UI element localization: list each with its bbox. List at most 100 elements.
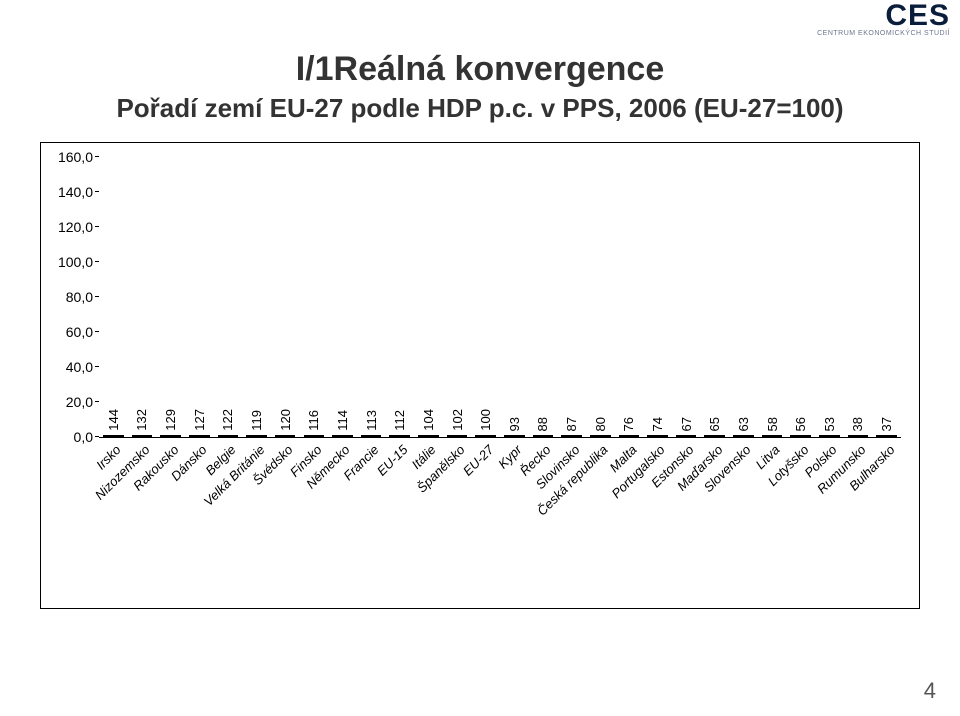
plot-area: 144 132 129 127 122 119 120 116 114 113 112 104 102 1… [99,157,901,438]
bar-slot: 93 [500,417,529,437]
bar-slot: 63 [729,417,758,437]
bar-rect [275,435,296,437]
y-axis-tick [95,366,99,367]
bar-value-label: 37 [879,417,894,431]
bar-value-label: 53 [822,417,837,431]
chart-panel: 144 132 129 127 122 119 120 116 114 113 112 104 102 1… [40,142,920,609]
logo-subtitle: CENTRUM EKONOMICKÝCH STUDIÍ [770,30,950,37]
bar-value-label: 119 [249,410,264,431]
bar-rect [533,435,554,437]
bar-value-label: 93 [507,417,522,431]
bar-value-label: 38 [850,417,865,431]
ces-logo: CES CENTRUM EKONOMICKÝCH STUDIÍ [770,2,950,37]
bar-rect [619,435,640,437]
bar-value-label: 100 [478,409,493,431]
bar-rect [332,435,353,437]
y-axis-label: 40,0 [66,359,93,375]
bar-rect [819,435,840,437]
bar-rect [361,435,382,437]
bar-rect [676,435,697,437]
y-axis-tick [95,261,99,262]
bar-slot: 87 [557,417,586,437]
y-axis-label: 120,0 [58,219,93,235]
category-labels: IrskoNizozemskoRakouskoDánskoBelgieVelká… [99,438,901,598]
y-axis-tick [95,226,99,227]
bar-rect [504,435,525,437]
bars-container: 144 132 129 127 122 119 120 116 114 113 112 104 102 1… [99,157,901,437]
bar-value-label: 63 [736,417,751,431]
bar-rect [218,435,239,437]
bar-rect [132,435,153,437]
y-axis-tick [95,331,99,332]
bar-value-label: 132 [134,409,149,431]
bar-rect [733,435,754,437]
bar-slot: 80 [586,417,615,437]
bar-slot: 37 [872,417,901,437]
y-axis-label: 20,0 [66,394,93,410]
y-axis-tick [95,191,99,192]
bar-value-label: 122 [220,409,235,431]
bar-slot: 100 [471,409,500,437]
bar-rect [647,435,668,437]
bar-rect [304,435,325,437]
bar-rect [561,435,582,437]
bar-value-label: 120 [278,409,293,431]
bar-slot: 88 [529,417,558,437]
bar-rect [103,435,124,437]
y-axis-tick [95,401,99,402]
title-block: I/1Reálná konvergence Pořadí zemí EU-27 … [0,50,960,124]
y-axis-tick [95,296,99,297]
bar-value-label: 127 [192,409,207,431]
bar-slot: 144 [99,409,128,437]
bar-value-label: 129 [163,409,178,431]
bar-slot: 104 [414,409,443,437]
bar-slot: 112 [385,410,414,437]
bar-value-label: 76 [621,417,636,431]
bar-slot: 129 [156,409,185,437]
y-axis-label: 0,0 [74,429,93,445]
bar-value-label: 80 [593,417,608,431]
bar-value-label: 104 [421,409,436,431]
y-axis-tick [95,436,99,437]
y-axis-label: 140,0 [58,184,93,200]
y-axis-tick [95,156,99,157]
bar-rect [447,435,468,437]
bar-rect [389,435,410,437]
bar-slot: 127 [185,409,214,437]
slide-subtitle: Pořadí zemí EU-27 podle HDP p.c. v PPS, … [0,93,960,124]
bar-value-label: 67 [679,417,694,431]
bar-slot: 56 [786,417,815,437]
bar-slot: 122 [214,409,243,437]
bar-slot: 67 [672,417,701,437]
header-bar: CES CENTRUM EKONOMICKÝCH STUDIÍ [0,0,960,50]
bar-rect [475,435,496,437]
bar-slot: 102 [443,409,472,437]
bar-slot: 116 [299,410,328,437]
bar-slot: 74 [643,417,672,437]
y-axis-label: 80,0 [66,289,93,305]
bar-rect [590,435,611,437]
bar-value-label: 112 [392,410,407,431]
bar-value-label: 113 [364,410,379,431]
logo-main: CES [885,0,950,32]
bar-value-label: 144 [106,409,121,431]
bar-slot: 65 [700,417,729,437]
bar-rect [704,435,725,437]
bar-rect [189,435,210,437]
bar-value-label: 56 [793,417,808,431]
y-axis-label: 60,0 [66,324,93,340]
bar-value-label: 102 [450,409,465,431]
y-axis-label: 160,0 [58,149,93,165]
bar-value-label: 58 [765,417,780,431]
bar-rect [246,435,267,437]
bar-rect [160,435,181,437]
bar-rect [876,435,897,437]
bar-value-label: 114 [335,410,350,431]
y-axis-label: 100,0 [58,254,93,270]
bar-slot: 120 [271,409,300,437]
page-number: 4 [924,678,936,704]
bar-rect [790,435,811,437]
bar-rect [848,435,869,437]
bar-value-label: 88 [535,417,550,431]
bar-value-label: 87 [564,417,579,431]
